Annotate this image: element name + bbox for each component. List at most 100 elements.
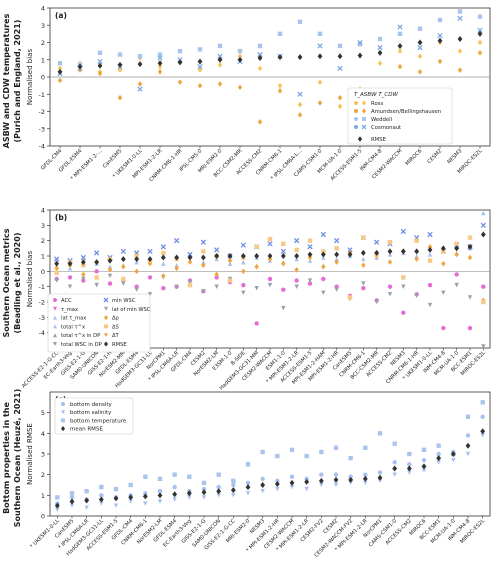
legend-marker — [53, 324, 57, 329]
side-title: Southern Ocean (Heuzé, 2021) — [12, 389, 22, 527]
data-point — [267, 282, 273, 288]
data-point — [94, 275, 99, 280]
data-point — [427, 302, 433, 308]
data-point — [297, 19, 303, 24]
data-point — [174, 265, 179, 272]
data-point — [197, 58, 203, 65]
data-point — [157, 499, 163, 504]
data-point — [481, 210, 486, 216]
data-point — [94, 269, 99, 274]
data-point — [361, 256, 366, 262]
data-point — [294, 238, 300, 244]
data-point — [137, 54, 143, 59]
y-tick-label: -1 — [39, 91, 45, 99]
legend-label: mean RMSE — [70, 427, 103, 433]
data-point — [257, 119, 263, 125]
data-point — [277, 54, 283, 61]
data-point — [257, 65, 263, 72]
data-point — [387, 240, 393, 245]
data-point — [392, 472, 397, 477]
data-point — [231, 493, 236, 498]
data-point — [134, 287, 139, 292]
data-point — [304, 476, 309, 481]
y-tick-label: 0 — [41, 268, 45, 276]
data-point — [197, 67, 203, 73]
legend-label: ΔS — [112, 324, 119, 330]
legend-label: τ_max — [61, 307, 78, 313]
data-point — [121, 276, 126, 282]
data-point — [137, 61, 143, 68]
legend-label: Ross — [371, 101, 383, 107]
data-point — [387, 292, 393, 297]
data-point — [55, 507, 60, 512]
data-point — [54, 260, 60, 267]
data-point — [69, 503, 75, 508]
data-point — [417, 26, 423, 31]
data-point — [241, 259, 246, 265]
y-tick-label: 3 — [41, 451, 45, 459]
data-point — [217, 81, 223, 87]
data-point — [281, 287, 286, 292]
data-point — [257, 43, 263, 49]
data-point — [437, 37, 443, 44]
data-point — [117, 94, 123, 101]
data-point — [237, 48, 243, 54]
data-point — [307, 251, 313, 258]
data-point — [417, 45, 423, 51]
data-point — [307, 281, 313, 286]
data-point — [289, 474, 295, 479]
legend-marker — [354, 125, 358, 129]
data-point — [147, 256, 153, 263]
data-point — [427, 244, 433, 250]
data-point — [451, 458, 456, 463]
data-point — [201, 486, 207, 492]
data-point — [69, 491, 75, 496]
data-point — [137, 86, 143, 92]
data-point — [254, 244, 259, 249]
data-point — [374, 239, 380, 245]
data-point — [201, 289, 206, 294]
data-point — [120, 256, 126, 263]
data-point — [214, 253, 220, 259]
data-point — [120, 248, 126, 255]
legend-marker — [104, 341, 108, 347]
data-point — [172, 472, 177, 477]
data-point — [297, 54, 303, 61]
legend-marker — [53, 315, 57, 320]
data-point — [113, 495, 119, 502]
data-point — [117, 67, 123, 73]
data-point — [465, 433, 471, 438]
legend-marker — [362, 100, 366, 106]
data-point — [304, 486, 309, 492]
data-point — [134, 268, 139, 275]
data-point — [267, 236, 273, 242]
data-point — [197, 82, 203, 89]
data-point — [84, 497, 90, 504]
data-point — [216, 488, 222, 495]
legend-marker — [104, 315, 108, 321]
data-point — [94, 282, 99, 288]
data-point — [281, 241, 286, 246]
data-point — [237, 56, 243, 63]
data-point — [245, 462, 251, 467]
data-point — [319, 472, 324, 477]
data-point — [201, 489, 207, 496]
data-point — [230, 487, 236, 494]
data-point — [387, 248, 393, 255]
data-point — [467, 254, 473, 261]
data-point — [201, 249, 206, 254]
legend-marker — [53, 333, 57, 338]
data-point — [117, 52, 123, 57]
data-point — [197, 47, 203, 52]
y-axis-label: Normalised bias — [26, 49, 34, 106]
data-point — [414, 248, 420, 255]
data-point — [157, 55, 163, 61]
data-point — [54, 502, 60, 509]
legend-label: RMSE — [112, 342, 127, 348]
data-point — [363, 472, 368, 477]
data-point — [307, 258, 313, 263]
data-point — [320, 251, 326, 258]
data-point — [84, 505, 89, 510]
data-point — [377, 478, 383, 484]
data-point — [113, 486, 119, 492]
